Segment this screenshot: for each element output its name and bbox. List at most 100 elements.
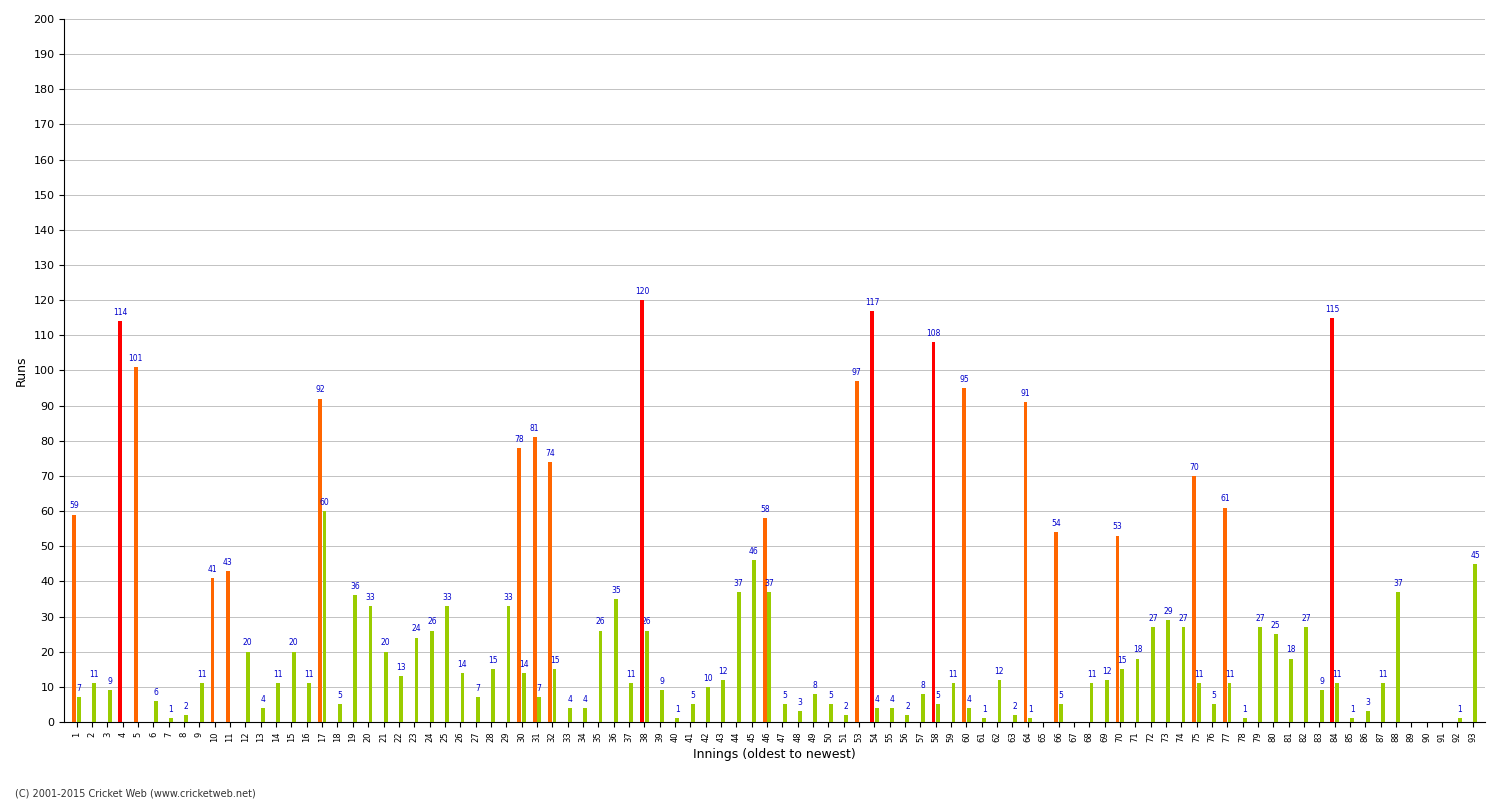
Text: 97: 97 [852, 368, 861, 377]
Bar [630, 683, 633, 722]
Bar [932, 342, 936, 722]
Text: 4: 4 [261, 694, 266, 704]
Bar [1028, 718, 1032, 722]
Text: 33: 33 [442, 593, 452, 602]
Bar [675, 718, 680, 722]
Text: 12: 12 [1102, 666, 1112, 675]
Text: 24: 24 [411, 624, 422, 634]
Text: 59: 59 [69, 502, 80, 510]
Text: 11: 11 [90, 670, 99, 679]
Text: 53: 53 [1113, 522, 1122, 531]
Bar [1089, 683, 1094, 722]
Bar [154, 701, 158, 722]
Text: 9: 9 [1318, 677, 1324, 686]
Bar [1222, 507, 1227, 722]
Bar [1106, 680, 1108, 722]
Bar [584, 708, 586, 722]
Bar [890, 708, 894, 722]
Text: (C) 2001-2015 Cricket Web (www.cricketweb.net): (C) 2001-2015 Cricket Web (www.cricketwe… [15, 788, 255, 798]
Bar [118, 322, 123, 722]
Bar [1473, 564, 1478, 722]
Text: 12: 12 [718, 666, 728, 675]
Text: 11: 11 [304, 670, 313, 679]
Bar [736, 592, 741, 722]
Text: 114: 114 [112, 308, 128, 317]
Bar [645, 630, 648, 722]
Text: 11: 11 [948, 670, 958, 679]
Text: 58: 58 [760, 505, 770, 514]
Text: 35: 35 [610, 586, 621, 594]
Text: 29: 29 [1164, 607, 1173, 616]
Bar [798, 711, 802, 722]
Bar [722, 680, 724, 722]
Text: 20: 20 [290, 638, 298, 647]
Bar [1120, 670, 1124, 722]
Bar [951, 683, 956, 722]
Bar [1335, 683, 1340, 722]
Bar [1350, 718, 1354, 722]
Text: 5: 5 [1212, 691, 1216, 700]
Text: 25: 25 [1270, 621, 1281, 630]
Bar [1305, 627, 1308, 722]
Bar [476, 698, 480, 722]
Text: 14: 14 [519, 659, 528, 669]
Text: 15: 15 [489, 656, 498, 665]
Text: 117: 117 [865, 298, 879, 306]
Text: 95: 95 [960, 375, 969, 384]
Text: 115: 115 [1324, 305, 1340, 314]
Bar [830, 704, 833, 722]
Bar [1182, 627, 1185, 722]
Bar [844, 715, 847, 722]
Bar [998, 680, 1002, 722]
Bar [292, 652, 296, 722]
Bar [870, 310, 874, 722]
Text: 41: 41 [207, 565, 218, 574]
Bar [134, 367, 138, 722]
Bar [936, 704, 940, 722]
X-axis label: Innings (oldest to newest): Innings (oldest to newest) [693, 748, 856, 761]
Bar [783, 704, 786, 722]
Text: 26: 26 [642, 618, 651, 626]
Bar [1288, 658, 1293, 722]
Text: 92: 92 [315, 386, 324, 394]
Bar [1167, 620, 1170, 722]
Text: 27: 27 [1256, 614, 1264, 623]
Text: 27: 27 [1302, 614, 1311, 623]
Text: 1: 1 [1350, 706, 1354, 714]
Text: 1: 1 [1242, 706, 1248, 714]
Text: 10: 10 [704, 674, 712, 682]
Text: 11: 11 [1332, 670, 1341, 679]
Bar [76, 698, 81, 722]
Bar [399, 676, 404, 722]
Bar [200, 683, 204, 722]
Bar [460, 673, 465, 722]
Text: 37: 37 [734, 578, 744, 588]
Text: 15: 15 [549, 656, 560, 665]
Bar [906, 715, 909, 722]
Text: 108: 108 [927, 329, 940, 338]
Text: 27: 27 [1179, 614, 1188, 623]
Bar [507, 606, 510, 722]
Text: 101: 101 [129, 354, 142, 362]
Bar [170, 718, 172, 722]
Text: 43: 43 [224, 558, 232, 566]
Bar [1197, 683, 1202, 722]
Bar [1013, 715, 1017, 722]
Bar [855, 381, 858, 722]
Text: 37: 37 [765, 578, 774, 588]
Bar [108, 690, 111, 722]
Bar [318, 398, 322, 722]
Bar [1227, 683, 1232, 722]
Bar [430, 630, 433, 722]
Bar [446, 606, 448, 722]
Text: 33: 33 [366, 593, 375, 602]
Bar [921, 694, 924, 722]
Bar [962, 388, 966, 722]
Bar [1458, 718, 1461, 722]
Text: 8: 8 [921, 681, 926, 690]
Text: 2: 2 [843, 702, 849, 710]
Text: 6: 6 [153, 688, 158, 697]
Text: 13: 13 [396, 663, 406, 672]
Text: 1: 1 [168, 706, 174, 714]
Text: 1: 1 [1458, 706, 1462, 714]
